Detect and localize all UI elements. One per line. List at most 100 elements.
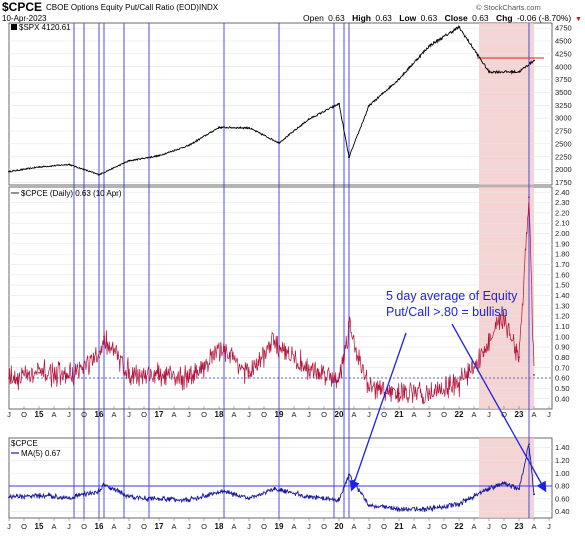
- x-tick-label-cpce: 23: [515, 410, 524, 419]
- data-point-cpce: [98, 356, 100, 359]
- data-point-cpce: [533, 374, 535, 376]
- copyright-text: © StockCharts.com: [476, 3, 541, 12]
- data-point-cpce: [518, 356, 520, 359]
- y-tick-label: 3000: [555, 114, 572, 123]
- x-tick-label-ma: O: [21, 522, 27, 531]
- y-tick-label: 3750: [555, 75, 572, 84]
- data-point-price: [218, 126, 220, 129]
- data-point-cpce: [248, 375, 250, 377]
- y-tick-label: 0.60: [555, 494, 570, 503]
- data-point-cpce: [188, 377, 190, 379]
- y-tick-label: 2.40: [555, 188, 570, 197]
- shade-layer: [479, 23, 534, 518]
- data-point-ma: [533, 493, 535, 496]
- y-tick-label: 0.40: [555, 507, 570, 516]
- y-tick-label: 1.20: [555, 312, 570, 321]
- y-tick-label: 0.80: [555, 353, 570, 362]
- x-tick-label-cpce: J: [547, 410, 551, 419]
- data-point-cpce: [503, 315, 505, 317]
- data-point-ma: [38, 494, 40, 497]
- x-tick-label-cpce: O: [201, 410, 207, 419]
- x-tick-label-ma: A: [231, 522, 236, 531]
- y-tick-label: 1.00: [555, 469, 570, 478]
- grid-layer: [9, 27, 552, 512]
- x-tick-label-cpce: J: [487, 410, 491, 419]
- x-tick-label-cpce: J: [427, 410, 431, 419]
- data-point-price: [368, 104, 370, 107]
- x-tick-label-ma: O: [441, 522, 447, 531]
- x-tick-label-ma: A: [471, 522, 476, 531]
- ma-label: MA(5) 0.67: [21, 449, 61, 458]
- data-point-cpce: [273, 340, 275, 343]
- x-tick-label-cpce: O: [501, 410, 507, 419]
- x-tick-label-cpce: A: [111, 410, 116, 419]
- data-point-ma: [348, 473, 350, 476]
- data-point-ma: [308, 495, 310, 498]
- x-tick-label-cpce: A: [411, 410, 416, 419]
- data-point-price: [158, 154, 160, 157]
- x-tick-label-ma: J: [247, 522, 251, 531]
- data-point-ma: [8, 496, 10, 499]
- x-tick-label-ma: A: [351, 522, 356, 531]
- x-tick-label-ma: A: [531, 522, 536, 531]
- series-line-ma: [8, 445, 535, 513]
- data-point-ma: [128, 495, 130, 498]
- x-tick-label-cpce: O: [21, 410, 27, 419]
- y-tick-label: 2.00: [555, 229, 570, 238]
- x-tick-label-cpce: A: [531, 410, 536, 419]
- data-point-price: [458, 26, 460, 29]
- x-tick-label-ma: 23: [515, 522, 524, 531]
- shade-ma: [479, 438, 534, 518]
- chg-label: Chg: [496, 13, 513, 23]
- spx-label: $SPX 4120.61: [19, 23, 71, 32]
- ohlc-readout: Open 0.63 High 0.63 Low 0.63 Close 0.63 …: [303, 13, 571, 23]
- data-point-price: [278, 141, 280, 144]
- price-panel-frame: [8, 22, 553, 186]
- y-tick-label: 4750: [555, 24, 572, 33]
- low-label: Low: [399, 13, 416, 23]
- x-tick-label-cpce: A: [51, 410, 56, 419]
- x-tick-label-cpce: 16: [95, 410, 104, 419]
- data-point-price: [488, 70, 490, 73]
- data-point-price: [518, 70, 520, 73]
- shade-price: [479, 23, 534, 185]
- data-point-price: [188, 144, 190, 147]
- data-point-cpce: [368, 387, 370, 390]
- y-tick-label: 2500: [555, 139, 572, 148]
- y-tick-label: 2.10: [555, 219, 570, 228]
- data-point-ma: [68, 496, 70, 499]
- x-tick-label-cpce: 18: [215, 410, 224, 419]
- y-tick-label: 4000: [555, 62, 572, 71]
- x-tick-label-cpce: J: [187, 410, 191, 419]
- x-tick-label-cpce: 19: [275, 410, 284, 419]
- y-tick-label: 1.20: [555, 456, 570, 465]
- x-tick-label-ma: J: [127, 522, 131, 531]
- y-tick-label: 3500: [555, 88, 572, 97]
- x-tick-label-cpce: 17: [155, 410, 164, 419]
- data-point-price: [348, 156, 350, 159]
- x-tick-label-ma: A: [171, 522, 176, 531]
- x-tick-label-cpce: A: [351, 410, 356, 419]
- y-tick-label: 0.80: [555, 482, 570, 491]
- y-tick-label: 2.30: [555, 198, 570, 207]
- shade-cpce: [479, 187, 534, 409]
- series-line-price: [8, 25, 535, 176]
- x-tick-label-ma: J: [187, 522, 191, 531]
- data-point-price: [398, 78, 400, 80]
- x-tick-label-cpce: A: [291, 410, 296, 419]
- y-tick-label: 1.90: [555, 239, 570, 248]
- x-tick-label-cpce: J: [67, 410, 71, 419]
- x-tick-label-cpce: J: [307, 410, 311, 419]
- y-tick-label: 0.50: [555, 384, 570, 393]
- chart-ticker: $CPCE: [2, 0, 42, 14]
- x-tick-label-ma: O: [261, 522, 267, 531]
- x-tick-label-ma: 17: [155, 522, 164, 531]
- chart-description: CBOE Options Equity Put/Call Ratio (EOD): [46, 3, 199, 12]
- y-tick-label: 2000: [555, 165, 572, 174]
- data-point-ma: [398, 508, 400, 510]
- data-point-price: [98, 173, 100, 176]
- x-tick-label-cpce: O: [321, 410, 327, 419]
- data-point-ma: [158, 497, 160, 500]
- data-point-cpce: [128, 371, 130, 374]
